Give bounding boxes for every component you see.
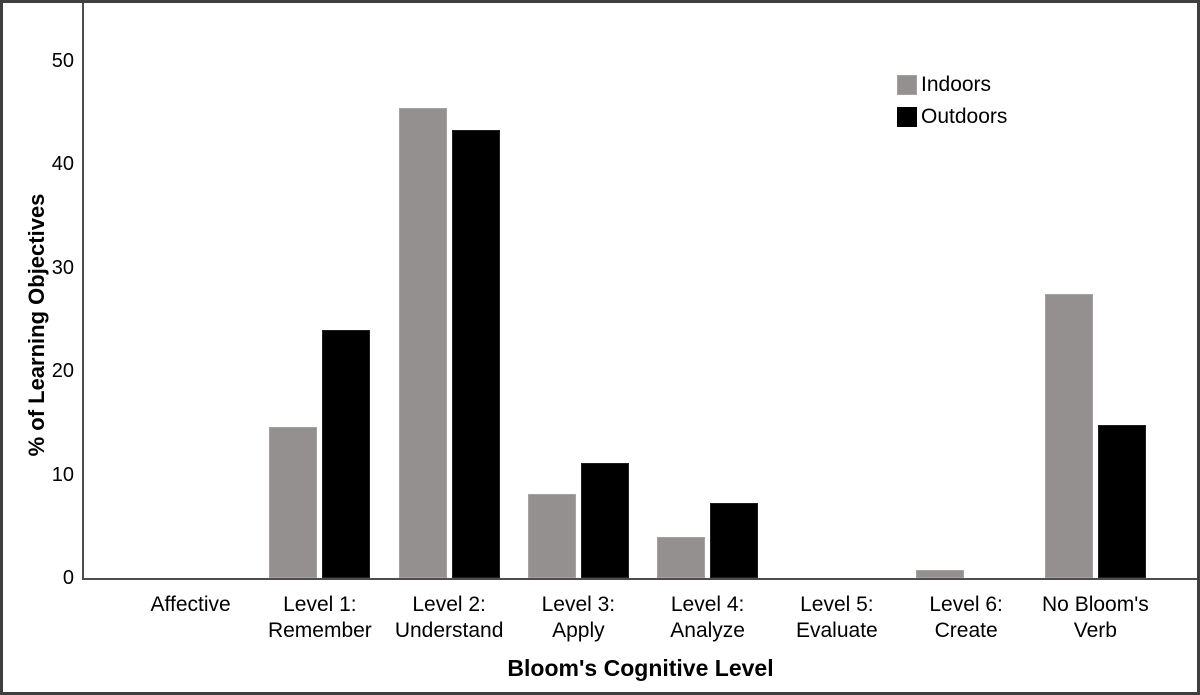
plot-area	[82, 3, 1197, 580]
bar-indoors-category-7	[915, 570, 964, 578]
category-band-7	[902, 3, 1031, 578]
x-category-labels: Affective Level 1: Remember Level 2: Under…	[126, 592, 1160, 644]
legend-label-outdoors: Outdoors	[921, 105, 1008, 128]
category-band-3	[385, 3, 514, 578]
x-category-label-2: Level 1: Remember	[267, 593, 372, 642]
y-tick-label-20: 20	[51, 360, 74, 382]
legend-label-indoors: Indoors	[921, 73, 992, 96]
bar-indoors-category-8	[1044, 294, 1093, 578]
legend: Indoors Outdoors	[897, 73, 1007, 129]
x-category-label-7: Level 6: Create	[929, 593, 1003, 642]
bar-indoors-category-4	[527, 494, 576, 578]
y-tick-label-50: 50	[51, 50, 74, 72]
legend-item-outdoors: Outdoors	[897, 105, 1007, 129]
bar-indoors-category-3	[398, 108, 447, 578]
y-tick-label-0: 0	[62, 567, 74, 589]
outdoors-swatch-icon	[897, 107, 917, 127]
x-category-label-8: No Bloom's Verb	[1042, 593, 1149, 642]
category-band-2	[255, 3, 384, 578]
y-tick-label-10: 10	[51, 464, 74, 486]
bars-container	[126, 3, 1160, 578]
category-band-5	[643, 3, 772, 578]
bar-outdoors-category-8	[1097, 425, 1146, 578]
x-axis-title: Bloom's Cognitive Level	[507, 655, 774, 681]
y-tick-label-40: 40	[51, 153, 74, 175]
bar-outdoors-category-4	[580, 463, 629, 578]
bar-indoors-category-2	[269, 427, 318, 578]
bar-outdoors-category-3	[451, 130, 500, 578]
y-axis-title: % of Learning Objectives	[24, 193, 49, 457]
category-band-8	[1031, 3, 1160, 578]
category-band-6	[772, 3, 901, 578]
indoors-swatch-icon	[897, 75, 917, 95]
x-category-label-1: Affective	[150, 593, 231, 616]
bar-outdoors-category-2	[322, 330, 371, 578]
x-category-label-4: Level 3: Apply	[541, 593, 616, 642]
bar-indoors-category-5	[657, 537, 706, 578]
category-band-1	[126, 3, 255, 578]
x-category-label-5: Level 4: Analyze	[670, 593, 745, 642]
y-tick-label-30: 30	[51, 257, 74, 279]
bar-outdoors-category-5	[710, 503, 759, 578]
category-band-4	[514, 3, 643, 578]
x-category-label-6: Level 5: Evaluate	[796, 593, 878, 642]
legend-item-indoors: Indoors	[897, 73, 1007, 97]
x-category-label-3: Level 2: Understand	[394, 593, 504, 642]
